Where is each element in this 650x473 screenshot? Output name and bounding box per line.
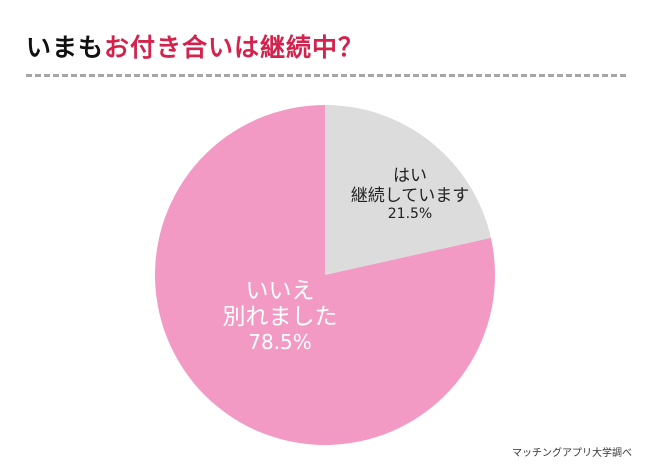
- slice-label-no: いいえ 別れました 78.5%: [180, 278, 380, 354]
- slice-label-line2: 継続しています: [350, 185, 470, 206]
- title-highlight: お付き合いは継続中？: [104, 33, 365, 62]
- slice-value-label: 78.5%: [248, 329, 312, 354]
- slice-label-line1: はい: [393, 166, 427, 186]
- slice-value-label: 21.5%: [387, 206, 433, 223]
- slice-label-line1: いいえ: [245, 278, 315, 304]
- title-prefix: いまも: [26, 33, 105, 62]
- pie-slice-1: [154, 105, 495, 445]
- dashed-divider: [26, 74, 626, 77]
- source-note: マッチングアプリ大学調べ: [512, 448, 632, 459]
- slice-label-line2: 別れました: [222, 304, 338, 331]
- chart-title: いまもお付き合いは継続中？: [26, 28, 364, 64]
- pie-slice-0: [325, 105, 491, 275]
- slice-label-yes: はい 継続しています 21.5%: [330, 166, 490, 223]
